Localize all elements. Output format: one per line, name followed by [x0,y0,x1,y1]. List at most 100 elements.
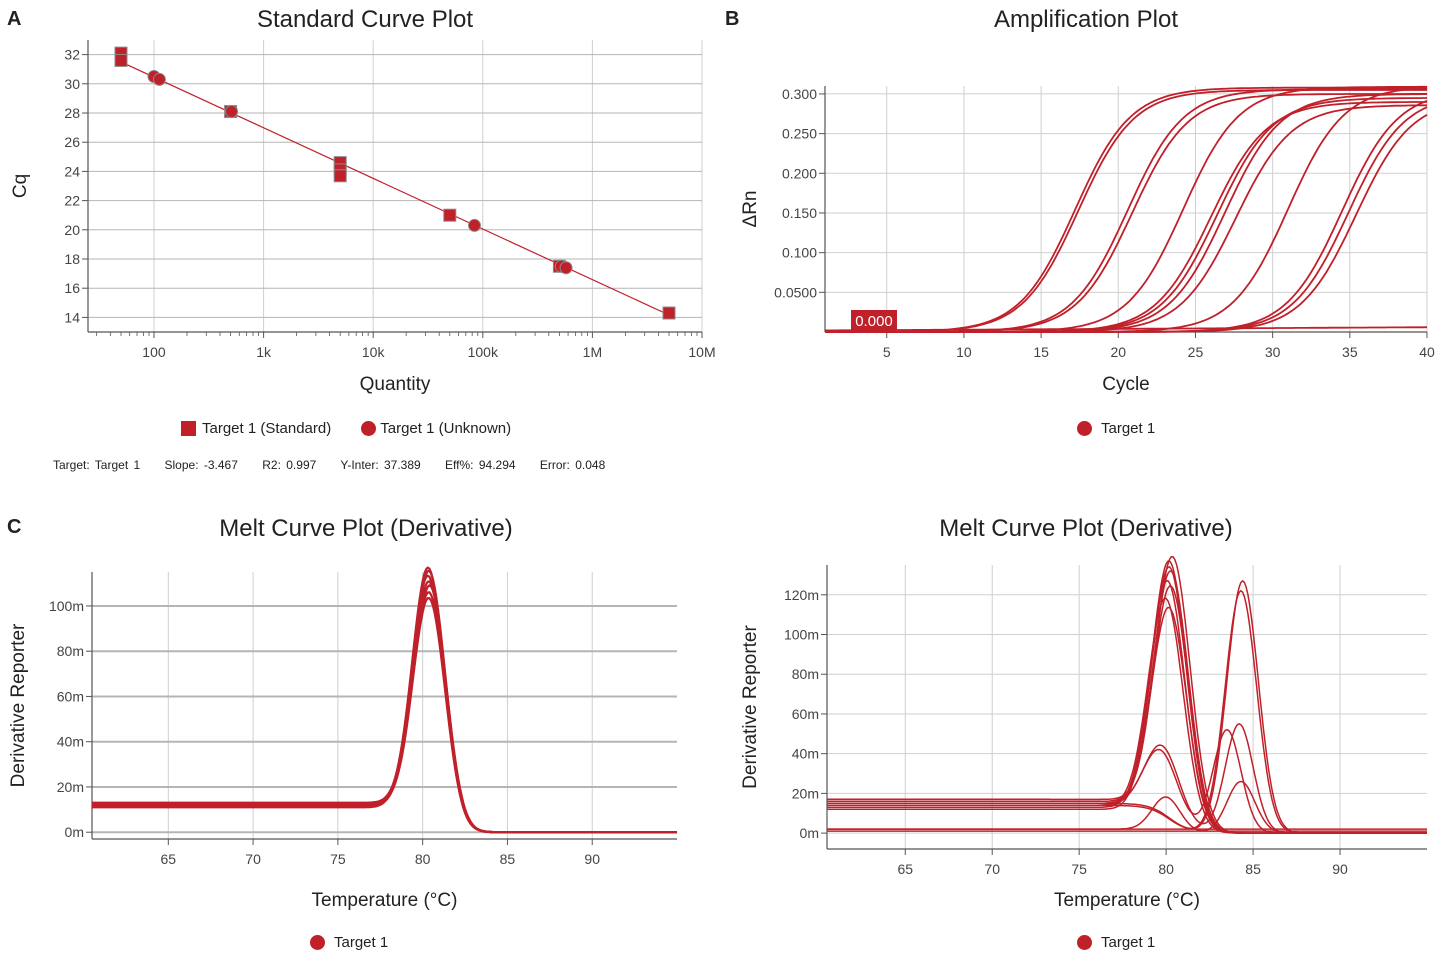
x-tick-label: 5 [883,344,891,360]
circle-marker-icon [361,421,376,436]
stat-r2: R2: 0.997 [262,458,316,472]
y-tick-label: 0.200 [782,165,817,181]
melt-curve-c-chart: 0m 20m 40m 60m 80m 100m 65 70 75 80 85 90 Temperatur… [8,568,677,911]
x-tick-label: 40 [1419,344,1435,360]
stat-error: Error: 0.048 [540,458,605,472]
x-tick-label: 10M [688,344,715,360]
x-tick-label: 70 [984,861,1000,877]
standard-curve-chart: 14161820222426283032100 1k 10k 100k 1M 10MQua… [10,40,716,395]
legend-d-label: Target 1 [1101,934,1155,951]
amplification-chart: 0.0500 0.100 0.150 0.200 0.250 0.300 5 10 15 20 25… [740,86,1435,395]
standard-point [444,209,456,221]
x-tick-label: 85 [500,851,516,867]
y-tick-label: 0.0500 [774,284,817,300]
x-tick-label: 30 [1265,344,1281,360]
y-tick-label: 14 [64,309,80,325]
x-tick-label: 10k [362,344,386,360]
y-tick-label: 0.150 [782,205,817,221]
y-tick-label: 0.100 [782,245,817,261]
amplification-curve [825,107,1427,332]
square-marker-icon [181,421,196,436]
x-tick-label: 65 [161,851,177,867]
circle-marker-icon [1077,935,1092,950]
y-axis-label: Cq [10,174,31,198]
x-tick-label: 10 [956,344,972,360]
y-tick-label: 80m [57,643,84,659]
y-tick-label: 60m [57,688,84,704]
y-tick-label: 80m [792,666,819,682]
y-tick-label: 0.250 [782,126,817,142]
amplification-curve [825,90,1427,332]
x-tick-label: 1k [256,344,272,360]
melt-curve [92,592,677,832]
x-tick-label: 80 [415,851,431,867]
y-tick-label: 16 [64,280,80,296]
melt-curve [92,568,677,833]
legend-c-label: Target 1 [334,934,388,951]
melt-curve [827,724,1427,833]
y-tick-label: 100m [49,598,84,614]
unknown-point [226,106,238,118]
legend-b-label: Target 1 [1101,420,1155,437]
y-axis-label: Derivative Reporter [740,624,761,788]
melt-curve [827,557,1427,833]
standard-point [334,170,346,182]
regression-line [121,62,669,315]
legend-standard-label: Target 1 (Standard) [202,420,331,437]
y-tick-label: 22 [64,193,80,209]
y-axis-label: ΔRn [740,191,761,228]
legend-d: Target 1 [1077,934,1155,951]
stat-slope: Slope: -3.467 [165,458,238,472]
amplification-curve [825,102,1427,332]
amplification-curve [825,101,1427,332]
stat-yinter: Y-Inter: 37.389 [340,458,420,472]
threshold-label: 0.000 [855,313,893,330]
x-tick-label: 75 [1071,861,1087,877]
x-tick-label: 15 [1033,344,1049,360]
unknown-point [153,73,165,85]
y-tick-label: 40m [57,734,84,750]
unknown-point [560,262,572,274]
x-tick-label: 1M [583,344,602,360]
y-tick-label: 40m [792,746,819,762]
y-tick-label: 32 [64,47,80,63]
x-tick-label: 100k [468,344,499,360]
amplification-curve [825,105,1427,332]
x-axis-label: Temperature (°C) [312,890,458,911]
amplification-curve [825,88,1427,332]
y-tick-label: 120m [784,587,819,603]
standard-point [115,54,127,66]
legend-unknown-label: Target 1 (Unknown) [380,420,511,437]
regression-stats: Target: Target 1 Slope: -3.467 R2: 0.997… [53,458,624,472]
x-tick-label: 65 [897,861,913,877]
legend-c: Target 1 [310,934,388,951]
melt-curve [92,576,677,833]
y-tick-label: 18 [64,251,80,267]
y-tick-label: 20m [57,779,84,795]
x-tick-label: 25 [1188,344,1204,360]
x-tick-label: 35 [1342,344,1358,360]
x-tick-label: 85 [1245,861,1261,877]
x-tick-label: 90 [584,851,600,867]
y-tick-label: 24 [64,163,80,179]
y-tick-label: 28 [64,105,80,121]
x-axis-label: Temperature (°C) [1054,890,1200,911]
x-axis-label: Cycle [1102,374,1150,395]
stat-eff: Eff%: 94.294 [445,458,516,472]
stat-target: Target: Target 1 [53,458,140,472]
y-tick-label: 30 [64,76,80,92]
x-tick-label: 70 [245,851,261,867]
y-tick-label: 0.300 [782,86,817,102]
x-tick-label: 75 [330,851,346,867]
unknown-point [468,219,480,231]
y-tick-label: 60m [792,706,819,722]
melt-curve-d-chart: 0m 20m 40m 60m 80m 100m 120m 65 70 75 80 85 90 Temper… [740,557,1427,911]
melt-curve [827,730,1427,833]
y-tick-label: 100m [784,627,819,643]
legend-a: Target 1 (Standard) Target 1 (Unknown) [181,420,511,437]
melt-curve [92,571,677,832]
circle-marker-icon [310,935,325,950]
y-tick-label: 0m [800,825,819,841]
y-tick-label: 20m [792,785,819,801]
